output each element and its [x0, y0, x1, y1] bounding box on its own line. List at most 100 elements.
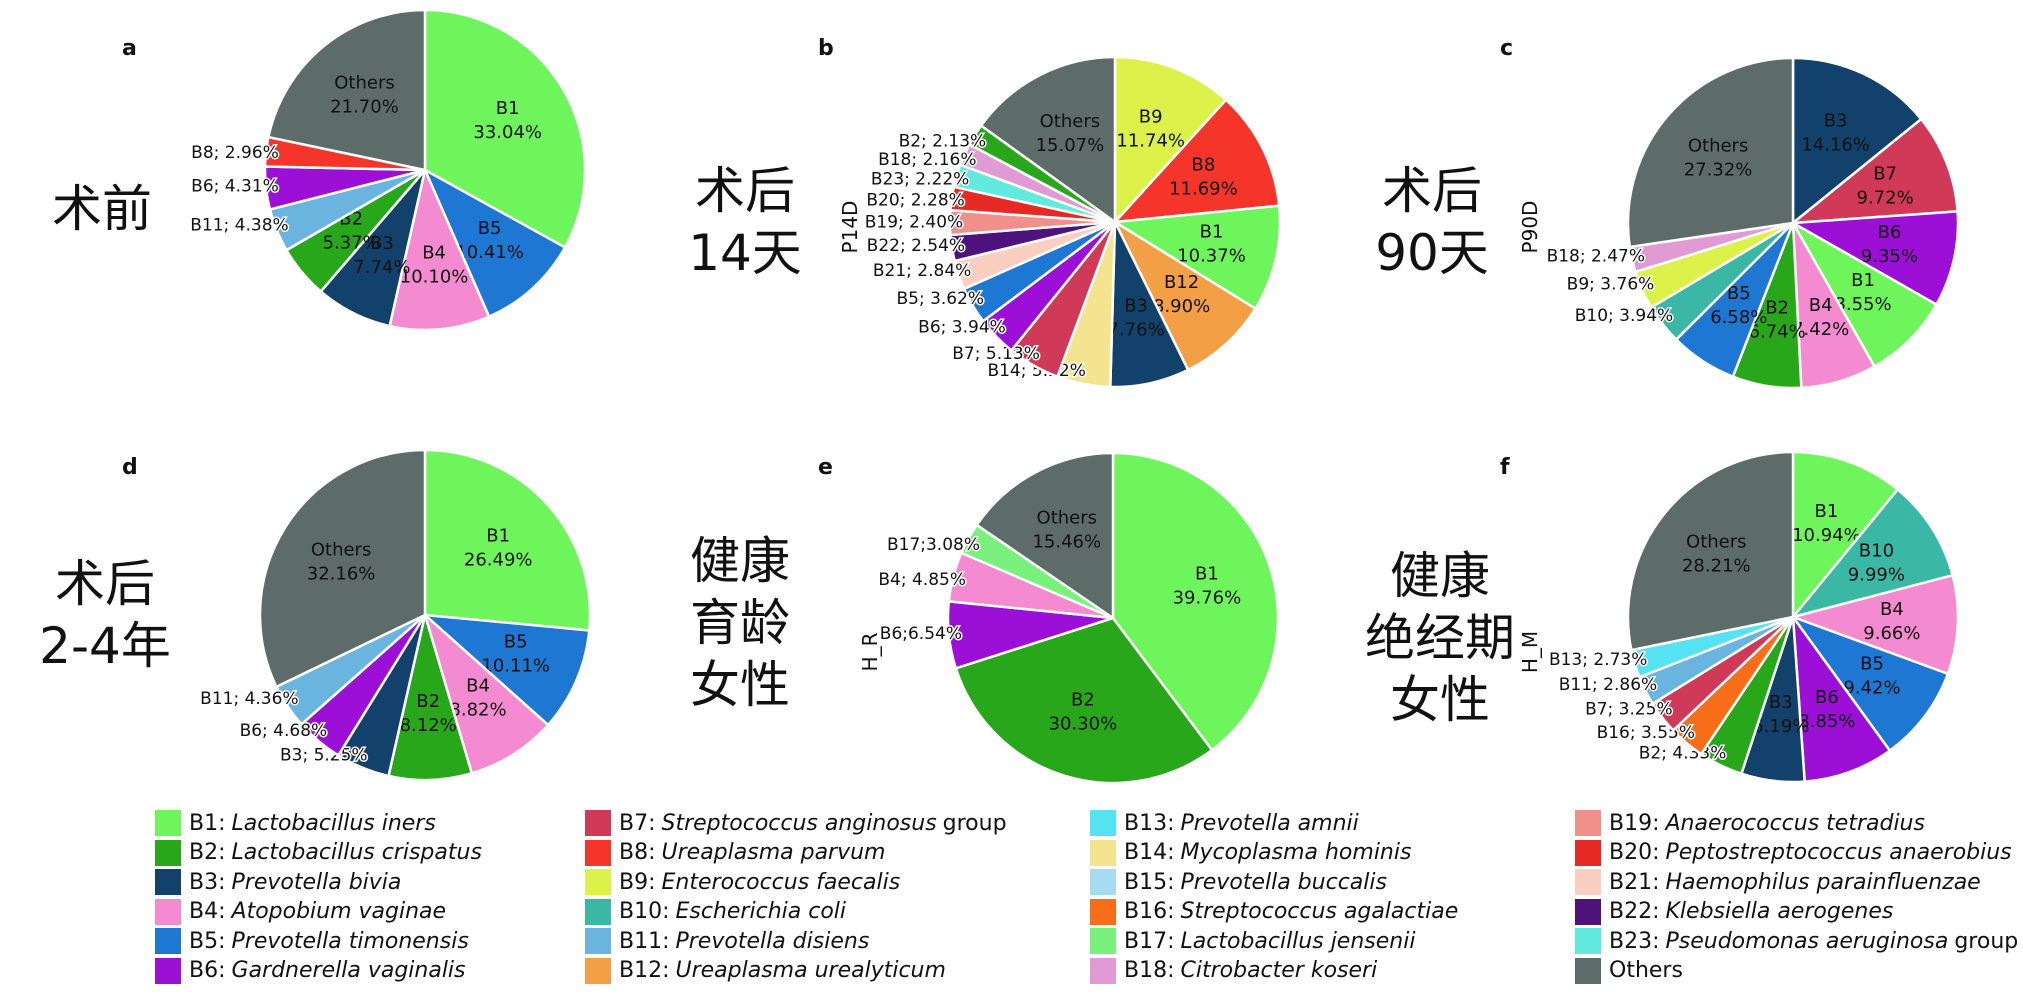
legend-item-b23: B23: Pseudomonas aeruginosa group	[1575, 926, 2018, 956]
legend-species: Pseudomonas aeruginosa	[1665, 928, 1949, 954]
legend-code: B2:	[189, 840, 226, 865]
pie-slice-c-b6	[1788, 210, 1960, 307]
slice-label-f-b3: B3 6.19%	[1752, 692, 1809, 737]
slice-label-f-b1: B1 10.94%	[1792, 501, 1861, 546]
pie-slice-b-b9	[1113, 55, 1228, 226]
legend-item-b12: B12: Ureaplasma urealyticum	[585, 956, 946, 986]
slice-label-a-others: Others 21.70%	[330, 73, 399, 118]
legend-species: Lactobacillus jensenii	[1180, 928, 1416, 954]
legend-swatch	[155, 839, 181, 866]
legend-code: B16:	[1124, 899, 1175, 924]
side-label-b: P14D	[838, 200, 862, 254]
legend-species: Ureaplasma parvum	[661, 840, 886, 865]
slice-label-b-b2: B2; 2.13%	[899, 132, 987, 152]
pie-slice-d-b5	[421, 613, 591, 727]
panel-letter-a: a	[122, 36, 137, 61]
slice-label-c-b18: B18; 2.47%	[1547, 247, 1645, 267]
slice-label-b-b20: B20; 2.28%	[866, 190, 964, 210]
slice-label-b-b6: B6; 3.94%	[918, 318, 1006, 338]
slice-label-e-others: Others 15.46%	[1032, 508, 1101, 553]
slice-label-c-b10: B10; 3.94%	[1575, 306, 1673, 326]
slice-label-a-b11: B11; 4.38%	[190, 216, 288, 236]
pie-slice-b-others	[979, 55, 1117, 225]
legend-code: B15:	[1124, 869, 1175, 895]
legend-code: B23:	[1609, 928, 1660, 954]
slice-label-a-b1: B1 33.04%	[473, 98, 542, 143]
slice-label-b-b22: B22; 2.54%	[867, 236, 965, 256]
panel-letter-e: e	[818, 455, 833, 480]
legend-species: Mycoplasma hominis	[1180, 840, 1412, 865]
legend-code: B9:	[619, 869, 656, 895]
pie-slice-a-b5	[422, 167, 567, 319]
slice-label-a-b3: B3 7.74%	[353, 233, 410, 278]
legend-species: Lactobacillus iners	[231, 810, 436, 836]
legend-suffix: group	[1954, 928, 2019, 954]
slice-label-f-b16: B16; 3.55%	[1597, 723, 1695, 743]
pie-slice-f-b5	[1789, 614, 1950, 753]
legend-swatch	[585, 898, 611, 925]
slice-label-e-b17: B17;3.08%	[887, 535, 980, 555]
slice-label-d-b11: B11; 4.36%	[200, 689, 298, 709]
pie-slice-f-b6	[1791, 612, 1892, 783]
legend-code: B1:	[189, 810, 226, 836]
legend-species: Streptococcus agalactiae	[1180, 899, 1459, 924]
pie-chart-a: B1 33.04%B5 10.41%B4 10.10%B3 7.74%B2 5.37%B1…	[189, 8, 587, 332]
legend-code: B17:	[1124, 928, 1175, 954]
slice-label-f-b11: B11; 2.86%	[1559, 675, 1657, 695]
pie-slice-d-others	[258, 448, 427, 689]
slice-label-d-b4: B4 8.82%	[449, 676, 506, 721]
side-label-c: P90D	[1518, 200, 1542, 254]
pie-chart-b: B9 11.74%B8 11.69% B1 10.37% B12 8.90%B3 7.76% B…	[863, 55, 1282, 389]
panel-letter-c: c	[1500, 36, 1514, 61]
pie-slice-e-others	[975, 451, 1115, 621]
legend-code: B7:	[619, 810, 656, 836]
slice-label-c-b1: B1 8.55%	[1834, 270, 1891, 315]
legend-item-b3: B3: Prevotella bivia	[155, 867, 401, 897]
side-label-f: H_M	[1518, 630, 1542, 674]
pie-slice-c-b1	[1789, 219, 1939, 369]
legend-swatch	[1575, 839, 1601, 866]
legend-swatch	[585, 928, 611, 954]
legend-item-b22: B22: Klebsiella aerogenes	[1575, 897, 1893, 927]
legend-item-b17: B17: Lactobacillus jensenii	[1090, 926, 1415, 956]
pie-chart-f: B1 10.94%B10 9.99% B4 9.66% B5 9.42%B6 8.85%B3 6…	[1547, 450, 1960, 784]
pie-chart-c: B3 14.16% B7 9.72% B6 9.35%B1 8.55%B4 7.42%B2 6.…	[1545, 56, 1960, 390]
legend-species: Lactobacillus crispatus	[231, 840, 482, 865]
slice-label-c-b2: B2 6.74%	[1749, 298, 1806, 343]
legend-species: Citrobacter koseri	[1180, 958, 1378, 983]
legend-code: B14:	[1124, 840, 1175, 865]
pie-slice-c-others	[1626, 56, 1795, 249]
legend-swatch	[1575, 928, 1601, 954]
legend-species: Gardnerella vaginalis	[231, 958, 466, 983]
legend-species: Prevotella amnii	[1180, 810, 1359, 836]
pie-slice-a-b1	[423, 8, 587, 250]
legend-code: B21:	[1609, 869, 1660, 895]
pie-slice-b-b1	[1111, 204, 1282, 311]
slice-label-c-b9: B9; 3.76%	[1567, 275, 1655, 295]
legend-code: B5:	[189, 928, 226, 954]
legend-code: B19:	[1609, 810, 1660, 836]
slice-label-d-b5: B5 10.11%	[481, 632, 550, 677]
legend-swatch	[1090, 810, 1116, 836]
pie-chart-e: B1 39.76% B2 30.30% B6;6.54% B4; 4.85% B17;3.0…	[877, 451, 1280, 785]
pie-slice-b-b12	[1111, 218, 1258, 372]
legend-swatch	[155, 928, 181, 954]
slice-label-a-b8: B8; 2.96%	[191, 143, 279, 163]
slice-label-b-b18: B18; 2.16%	[878, 150, 976, 170]
slice-label-b-b23: B23; 2.22%	[871, 169, 969, 189]
panel-letter-b: b	[818, 36, 834, 61]
slice-label-f-b13: B13; 2.73%	[1549, 650, 1647, 670]
legend-species: Escherichia coli	[675, 899, 847, 924]
legend-item-b16: B16: Streptococcus agalactiae	[1090, 897, 1458, 927]
legend-swatch	[1090, 957, 1116, 984]
slice-label-e-b4: B4; 4.85%	[878, 570, 966, 590]
pie-slice-b-b8	[1111, 98, 1281, 224]
pie-slice-f-b1	[1791, 450, 1900, 621]
pie-slice-c-b7	[1789, 117, 1959, 225]
slice-label-b-b1: B1 10.37%	[1177, 221, 1246, 266]
slice-label-b-b7: B7; 5.13%	[952, 344, 1040, 364]
side-label-e: H_R	[858, 632, 882, 672]
legend-item-b8: B8: Ureaplasma parvum	[585, 838, 886, 868]
slice-label-e-b6: B6;6.54%	[880, 624, 962, 644]
pie-slice-e-b2	[954, 616, 1214, 785]
